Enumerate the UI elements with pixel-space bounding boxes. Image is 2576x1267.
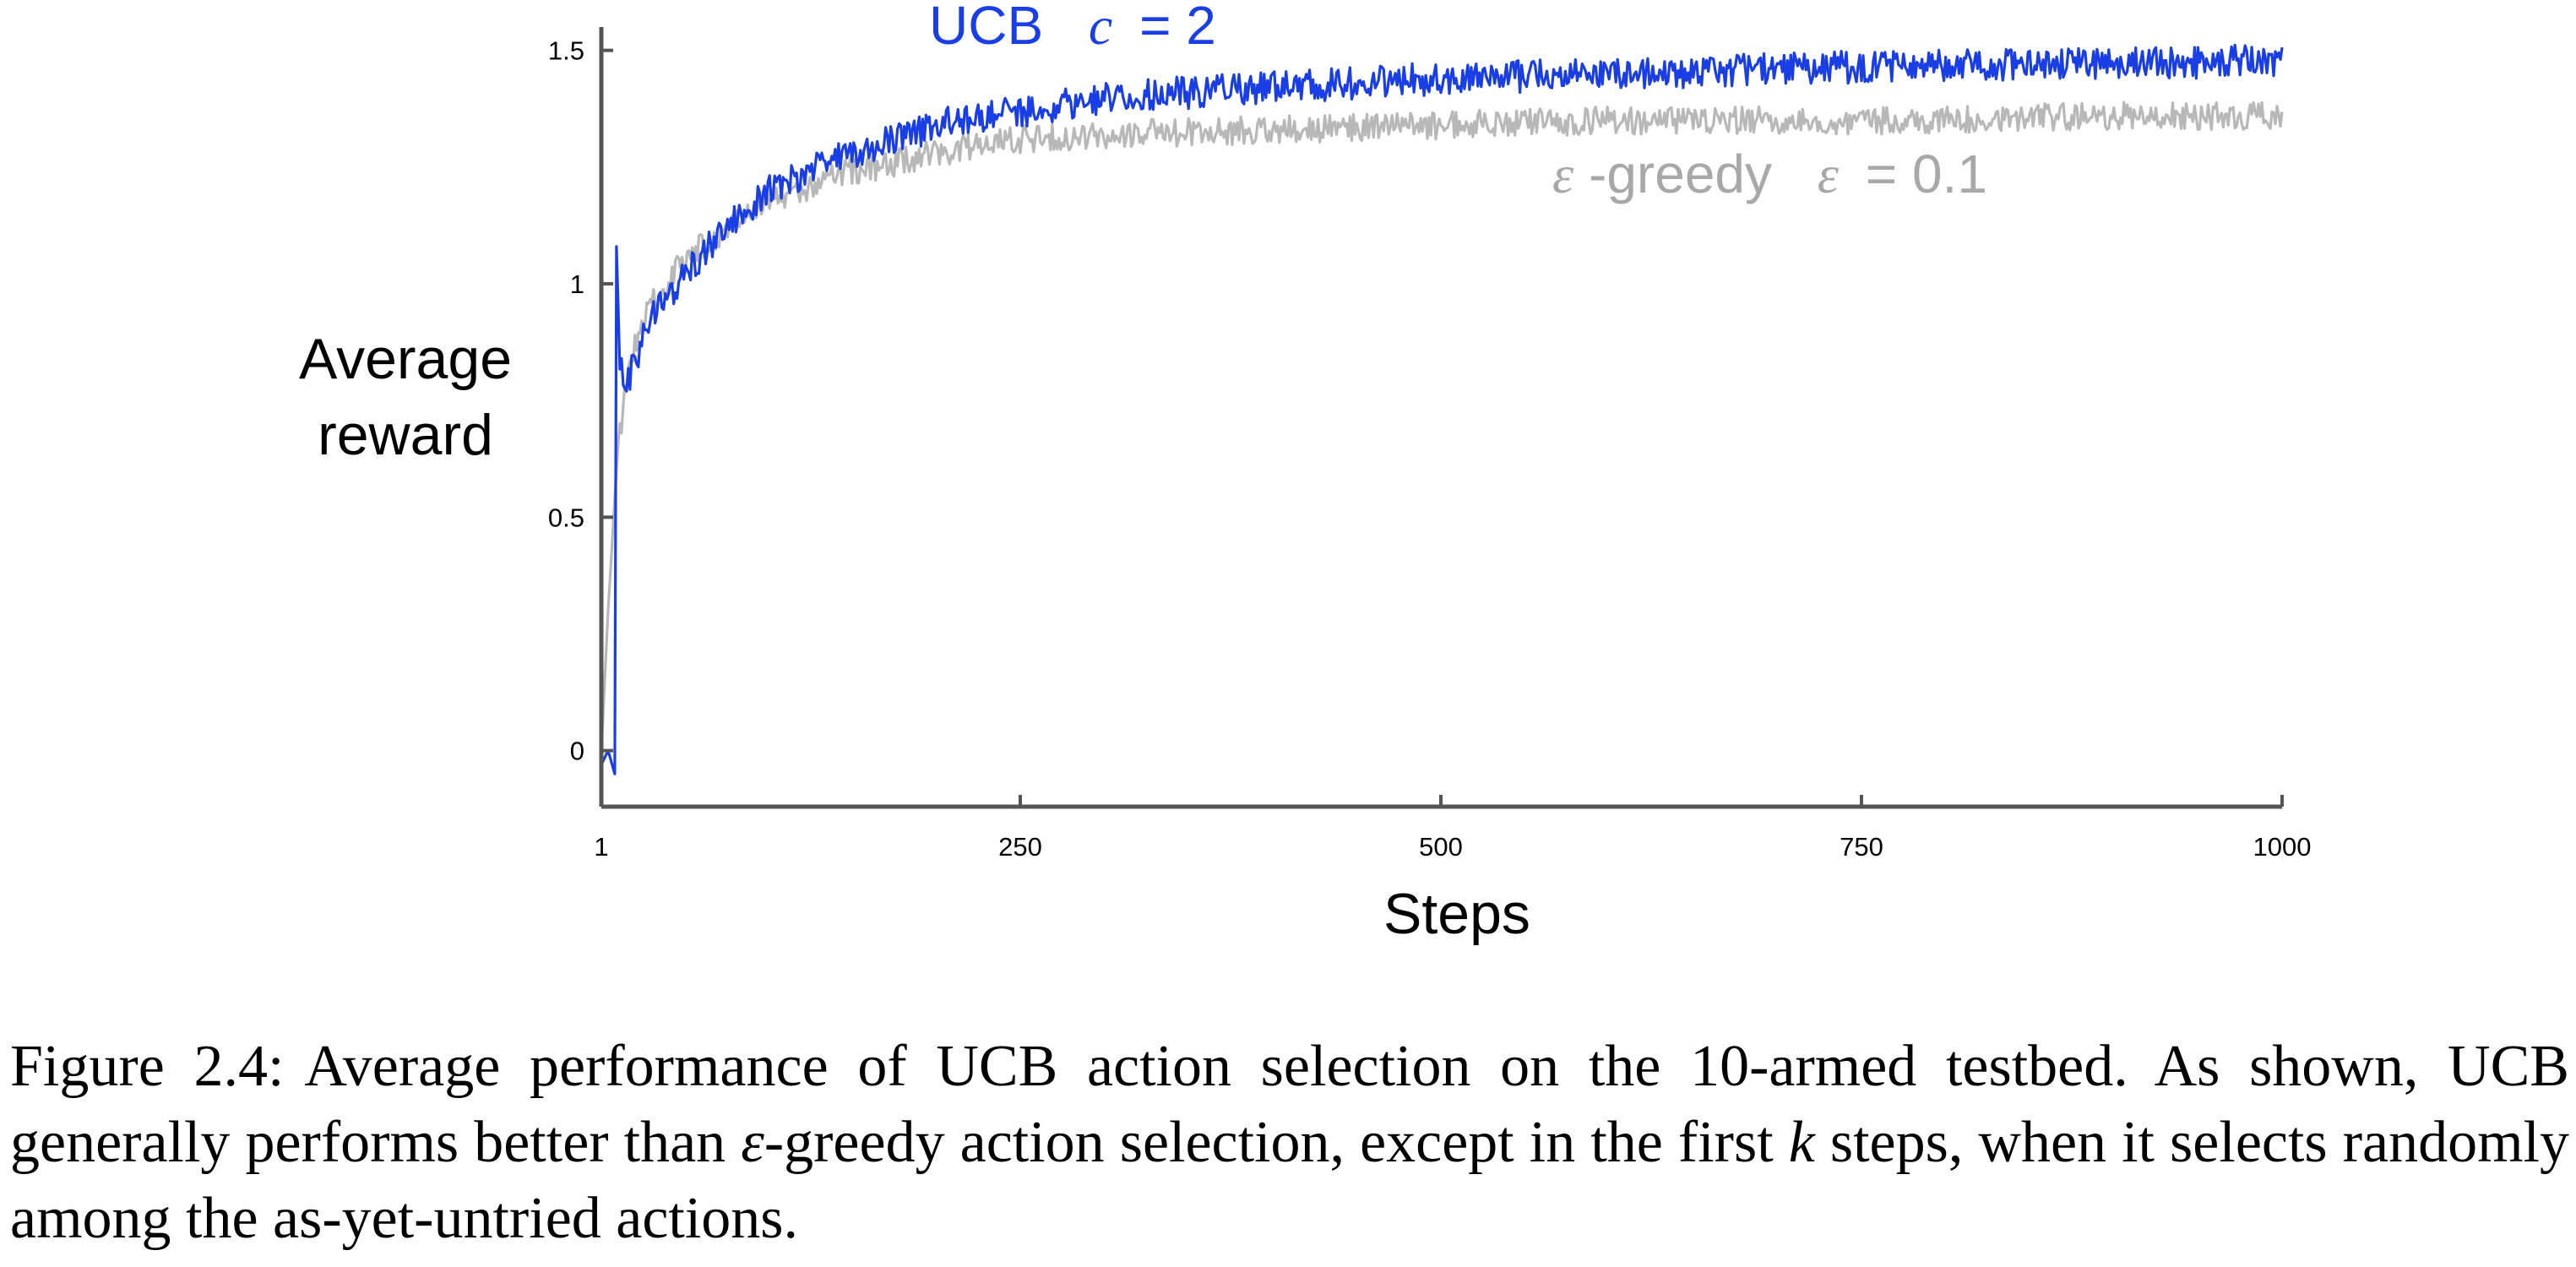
series-label-ucb-value: = 2 [1139,0,1216,56]
x-tick-label-0: 1 [594,832,608,862]
y-tick-label-3: 1.5 [548,36,584,66]
series-line-ucb [600,43,2284,775]
caption-label: Figure 2.4: [10,1034,285,1099]
caption-text-1: Average performance of UCB action select… [10,1034,2569,1175]
series-label-eps-name: -greedy [1589,144,1772,204]
ticks-layer: 0 0.5 1 1.5 1 250 500 750 1000 [548,36,2312,862]
series-label-ucb-name: UCB [929,0,1043,56]
caption-eps: ε [741,1110,764,1175]
series-label-eps-symbol: ε [1552,144,1574,204]
y-tick-label-2: 1 [570,269,584,299]
caption-text-3: steps, when it selects randomly among th… [10,1110,2569,1251]
series-label-eps-param: ε [1818,144,1840,204]
x-tick-label-4: 1000 [2253,832,2312,862]
chart: 0 0.5 1 1.5 1 250 500 750 1000 Average reward St… [299,0,2312,946]
x-axis-label: Steps [1383,882,1530,946]
x-tick-label-3: 750 [1840,832,1883,862]
y-axis-label-line-1: Average [299,327,512,391]
caption-k: k [1788,1110,1815,1175]
series-line-eps-greedy [600,101,2284,751]
caption-text-2: -greedy action selection, except in the … [764,1110,1789,1175]
series-layer [600,43,2284,775]
figure-caption: Figure 2.4: Average performance of UCB ac… [10,1029,2569,1257]
figure: 0 0.5 1 1.5 1 250 500 750 1000 Average reward St… [299,0,2312,946]
y-tick-label-0: 0 [570,737,584,766]
series-label-ucb-param: c [1089,0,1112,56]
x-tick-label-1: 250 [998,832,1042,862]
series-label-ucb: UCB c = 2 [929,0,1216,56]
series-label-eps-value: = 0.1 [1866,144,1987,204]
y-axis-label-line-2: reward [318,403,493,467]
x-tick-label-2: 500 [1419,832,1463,862]
y-tick-label-1: 0.5 [548,503,584,532]
series-label-eps-greedy: ε -greedy ε = 0.1 [1552,144,1987,204]
